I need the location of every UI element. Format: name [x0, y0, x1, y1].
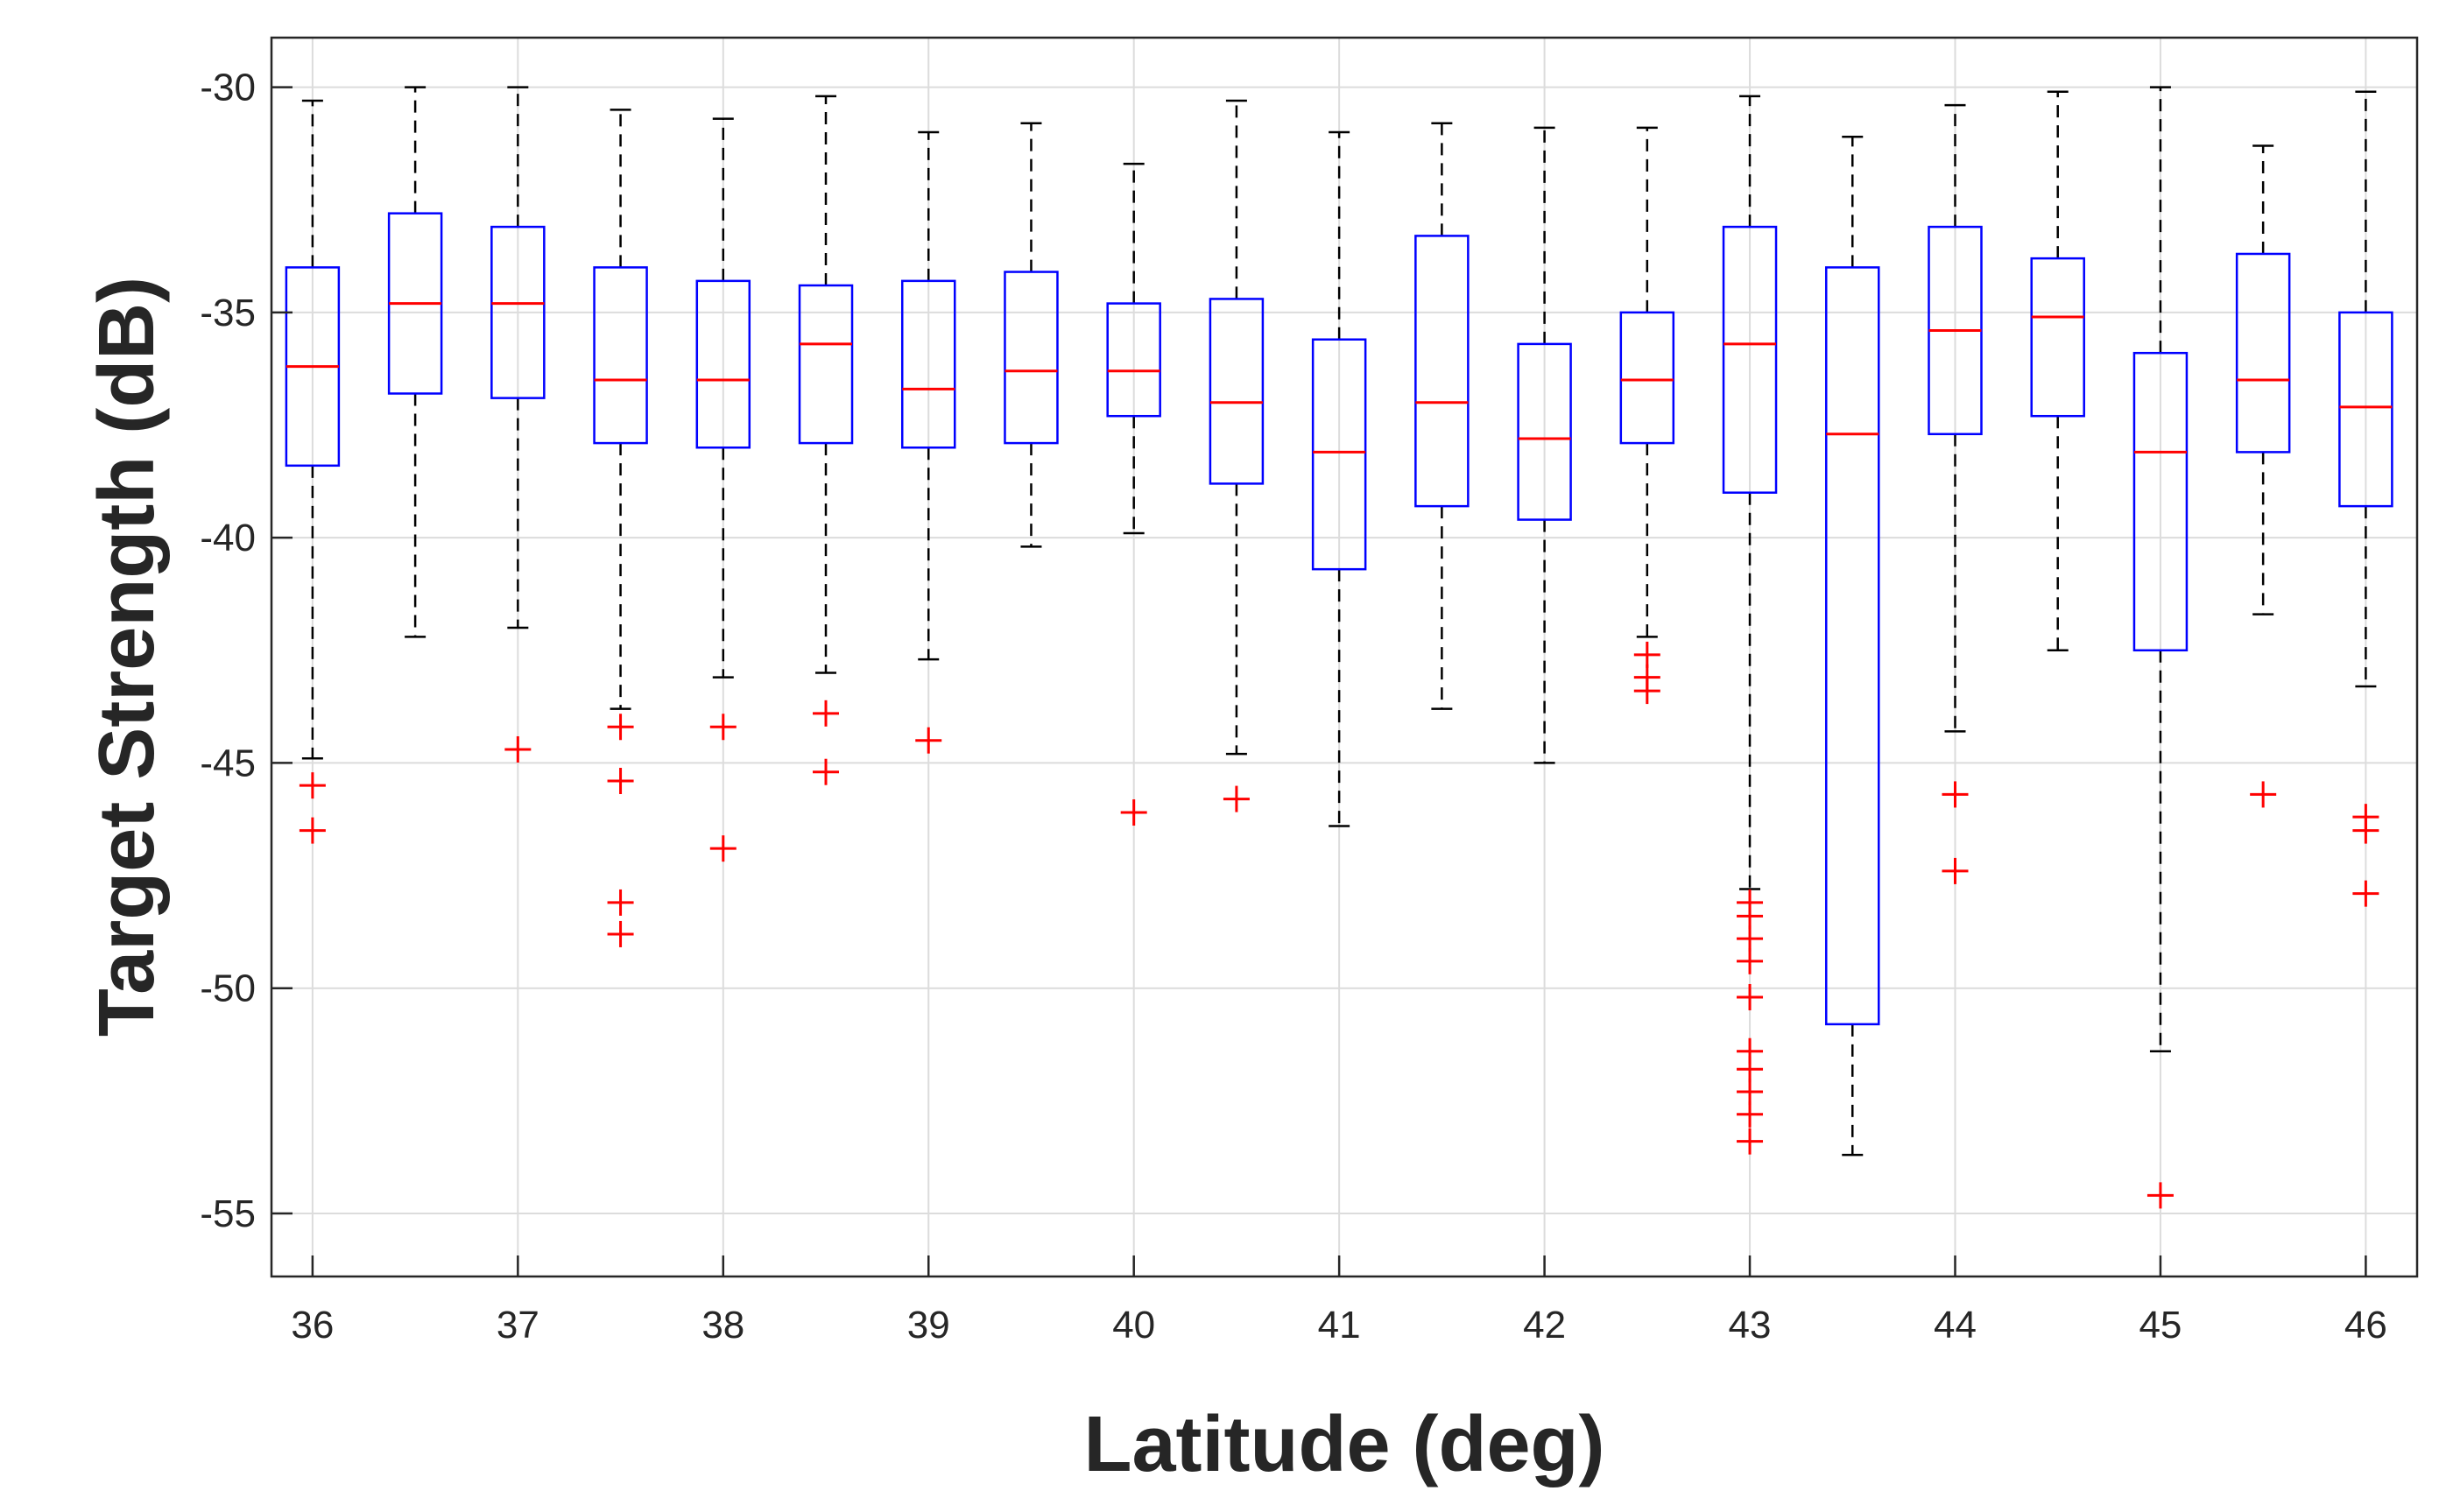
- box-41.5: [1414, 122, 1470, 710]
- y-tick-label: -50: [200, 967, 256, 1010]
- y-tick-label: -40: [200, 517, 256, 559]
- box-44: [1928, 103, 1983, 884]
- outlier-marker: [607, 889, 634, 916]
- plot-frame: [270, 36, 2419, 1278]
- outlier-marker: [607, 768, 634, 794]
- outlier-marker: [1737, 903, 1764, 930]
- y-axis-title: Target Strength (dB): [83, 277, 171, 1037]
- iqr-box: [1414, 235, 1470, 508]
- box-38: [695, 117, 751, 862]
- outlier-marker: [709, 714, 737, 741]
- iqr-box: [490, 225, 546, 399]
- outlier-marker: [607, 920, 634, 947]
- outlier-marker: [504, 735, 532, 763]
- iqr-box: [1825, 266, 1880, 1026]
- box-36.5: [387, 86, 443, 638]
- y-tick-label: -45: [200, 742, 256, 784]
- iqr-box: [1311, 338, 1367, 571]
- x-tick-label: 41: [1318, 1304, 1361, 1347]
- box-40.5: [1209, 99, 1265, 812]
- x-tick-label: 44: [1934, 1304, 1977, 1347]
- box-41: [1311, 130, 1367, 827]
- outlier-marker: [1942, 781, 1969, 808]
- iqr-box: [1517, 342, 1572, 521]
- box-40: [1106, 162, 1161, 826]
- outlier-marker: [709, 835, 737, 862]
- y-tick-label: -30: [200, 67, 256, 109]
- iqr-box: [1722, 225, 1778, 494]
- iqr-box: [798, 284, 854, 445]
- x-axis: 36 37 38 39 40 41 42 43 44 45 46: [291, 1255, 2387, 1347]
- box-45.5: [2235, 144, 2291, 808]
- iqr-box: [1106, 302, 1161, 418]
- outlier-marker: [2250, 781, 2277, 808]
- x-tick-label: 46: [2344, 1304, 2387, 1347]
- iqr-box: [695, 279, 751, 449]
- box-36: [285, 99, 341, 844]
- outlier-marker: [1737, 1128, 1764, 1155]
- outlier-marker: [1633, 678, 1660, 705]
- box-44.5: [2030, 90, 2085, 652]
- box-46: [2338, 90, 2393, 907]
- outlier-marker: [2352, 880, 2379, 907]
- box-37.5: [593, 109, 648, 947]
- outlier-marker: [1942, 857, 1969, 884]
- x-tick-label: 40: [1112, 1304, 1155, 1347]
- outlier-marker: [607, 714, 634, 741]
- iqr-box: [593, 266, 648, 445]
- iqr-box: [2132, 351, 2189, 652]
- outlier-marker: [1737, 947, 1764, 974]
- outlier-marker: [813, 700, 840, 727]
- box-37: [490, 86, 546, 763]
- x-tick-label: 45: [2139, 1304, 2182, 1347]
- x-tick-label: 39: [907, 1304, 950, 1347]
- y-tick-label: -35: [200, 292, 256, 334]
- outlier-marker: [813, 758, 840, 785]
- iqr-box: [2235, 252, 2291, 454]
- outlier-marker: [1737, 983, 1764, 1010]
- x-tick-label: 38: [701, 1304, 744, 1347]
- outlier-marker: [1737, 1079, 1764, 1106]
- box-42.5: [1619, 126, 1675, 705]
- box-series: [285, 86, 2393, 1209]
- outlier-marker: [915, 727, 942, 754]
- x-tick-label: 43: [1729, 1304, 1772, 1347]
- outlier-marker: [2146, 1182, 2174, 1209]
- x-tick-label: 37: [497, 1304, 539, 1347]
- box-42: [1517, 126, 1572, 764]
- outlier-marker: [1737, 1056, 1764, 1083]
- plot-background: [271, 38, 2417, 1276]
- iqr-box: [1004, 271, 1059, 445]
- box-45: [2132, 86, 2189, 1209]
- box-38.5: [798, 95, 854, 785]
- iqr-box: [1209, 298, 1265, 485]
- outlier-marker: [1223, 785, 1250, 812]
- y-tick-label: -55: [200, 1192, 256, 1235]
- iqr-box: [1619, 311, 1675, 445]
- box-43: [1722, 95, 1778, 1155]
- iqr-box: [2030, 257, 2085, 418]
- y-axis: -55 -50 -45 -40 -35 -30: [200, 67, 293, 1235]
- outlier-marker: [299, 772, 326, 799]
- box-43.5: [1825, 135, 1880, 1157]
- box-39.5: [1004, 122, 1059, 548]
- outlier-marker: [2352, 817, 2379, 844]
- x-tick-label: 36: [291, 1304, 334, 1347]
- outlier-marker: [299, 817, 326, 844]
- outlier-marker: [1120, 799, 1147, 826]
- box-39: [900, 130, 956, 754]
- x-axis-title: Latitude (deg): [1084, 1401, 1605, 1488]
- outlier-marker: [1737, 1101, 1764, 1128]
- outlier-marker: [1737, 925, 1764, 953]
- outlier-marker: [1633, 641, 1660, 668]
- iqr-box: [900, 279, 956, 449]
- x-tick-label: 42: [1523, 1304, 1566, 1347]
- iqr-box: [2338, 311, 2393, 508]
